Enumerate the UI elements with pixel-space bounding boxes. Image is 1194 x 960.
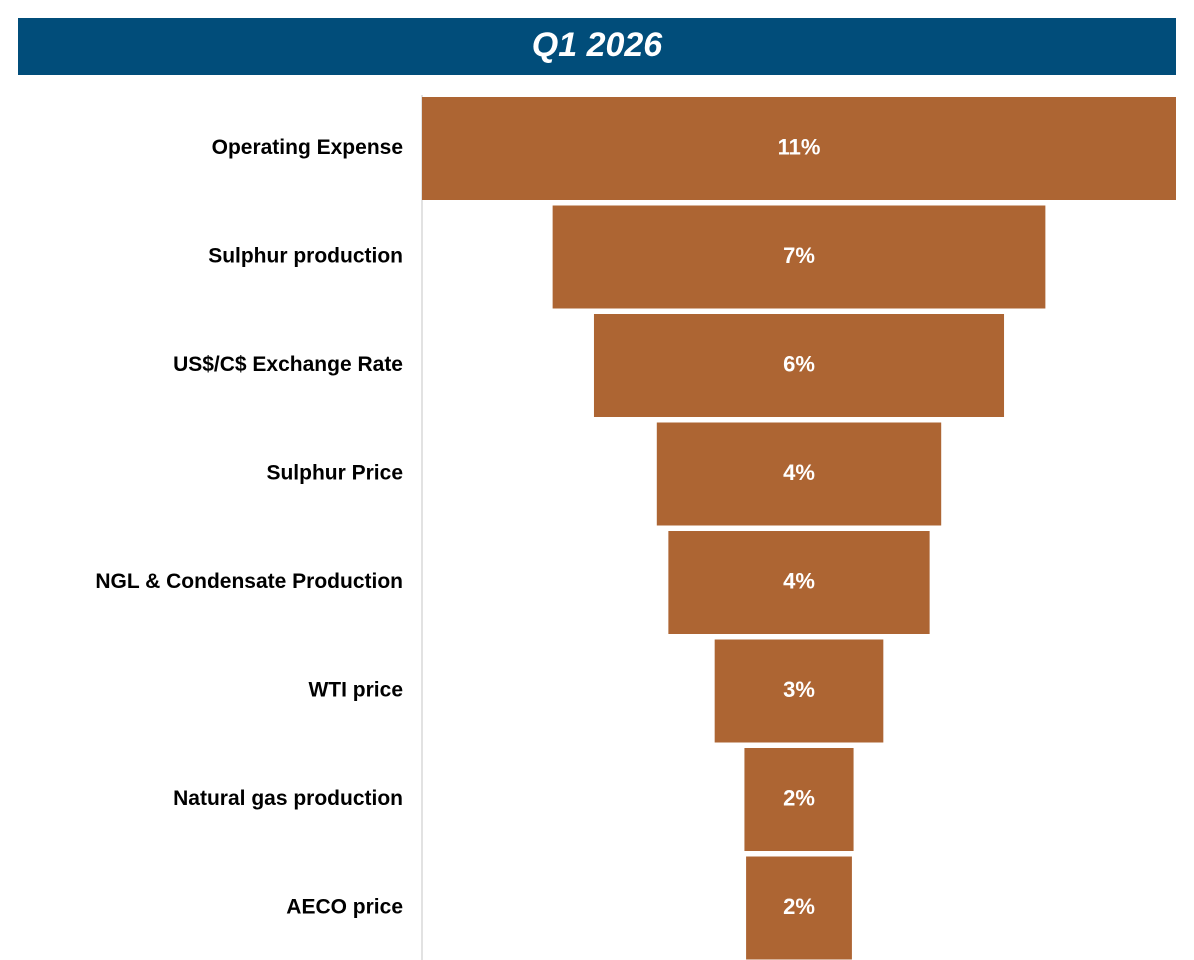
value-label: 4% [783, 568, 815, 593]
value-label: 2% [783, 785, 815, 810]
value-label: 11% [778, 134, 821, 159]
title-band [18, 18, 1176, 75]
value-label: 7% [783, 243, 815, 268]
bar [714, 639, 884, 743]
category-label: AECO price [286, 896, 403, 919]
value-label: 3% [783, 677, 815, 702]
category-label: US$/C$ Exchange Rate [173, 353, 403, 376]
category-label: Sulphur Price [266, 462, 403, 485]
category-label: Natural gas production [173, 787, 403, 810]
bar [593, 314, 1005, 417]
value-label: 4% [783, 460, 815, 485]
category-label: Sulphur production [208, 245, 403, 268]
bar [746, 856, 852, 960]
chart-title: Q1 2026 [532, 26, 664, 64]
category-label: WTI price [308, 679, 403, 702]
bar [422, 97, 1176, 200]
value-label: 6% [783, 351, 815, 376]
category-label: Operating Expense [212, 136, 403, 159]
bar [656, 422, 942, 526]
category-label: NGL & Condensate Production [95, 570, 403, 593]
bar [744, 748, 854, 851]
bar [668, 531, 930, 634]
bar [552, 205, 1046, 309]
value-label: 2% [783, 894, 815, 919]
